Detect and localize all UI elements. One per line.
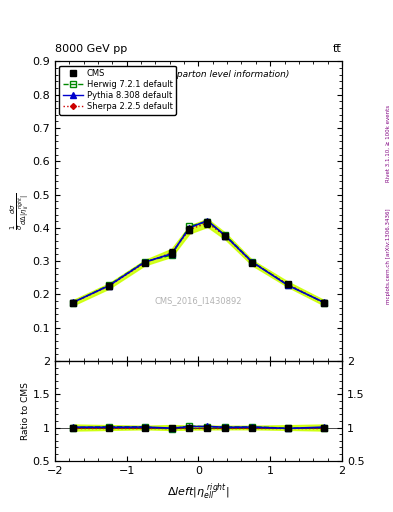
Text: tt̅: tt̅ xyxy=(333,44,342,54)
Text: Δη(ll) (t̅̅events, parton level information): Δη(ll) (t̅̅events, parton level informat… xyxy=(107,71,290,79)
Text: mcplots.cern.ch [arXiv:1306.3436]: mcplots.cern.ch [arXiv:1306.3436] xyxy=(386,208,391,304)
Text: CMS_2016_I1430892: CMS_2016_I1430892 xyxy=(155,296,242,306)
Legend: CMS, Herwig 7.2.1 default, Pythia 8.308 default, Sherpa 2.2.5 default: CMS, Herwig 7.2.1 default, Pythia 8.308 … xyxy=(59,66,176,115)
Text: 8000 GeV pp: 8000 GeV pp xyxy=(55,44,127,54)
X-axis label: $\Delta left|\eta_{ell}^{\ right}|$: $\Delta left|\eta_{ell}^{\ right}|$ xyxy=(167,481,230,502)
Y-axis label: $\frac{1}{\sigma}\frac{d\sigma}{d\Delta|\eta_{ll}^{right}|}$: $\frac{1}{\sigma}\frac{d\sigma}{d\Delta|… xyxy=(9,193,31,230)
Text: Rivet 3.1.10, ≥ 100k events: Rivet 3.1.10, ≥ 100k events xyxy=(386,105,391,182)
Y-axis label: Ratio to CMS: Ratio to CMS xyxy=(21,382,30,440)
